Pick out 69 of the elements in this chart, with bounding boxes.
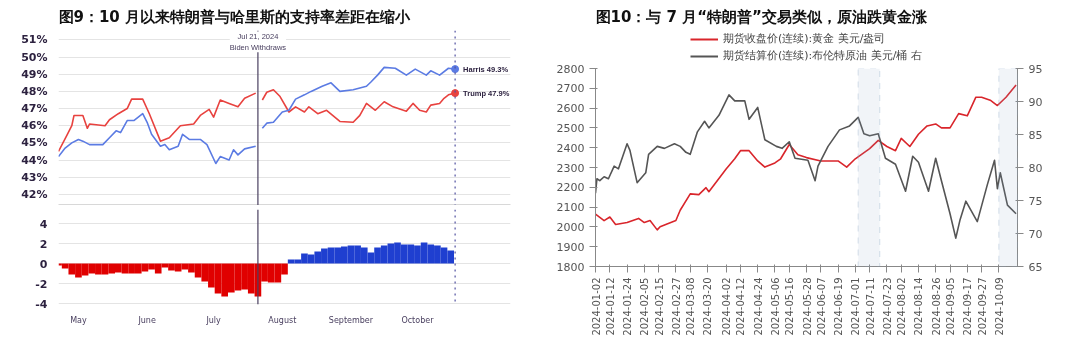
legend-label: 期货收盘价(连续):黄金 美元/盎司 bbox=[723, 31, 886, 46]
y-tick-label: 2800 bbox=[556, 62, 585, 76]
y-tick-label: 43% bbox=[21, 170, 48, 184]
y-tick-label: 2400 bbox=[556, 141, 585, 155]
y-tick-label: 2 bbox=[39, 237, 48, 251]
y-tick-label: 1800 bbox=[556, 260, 585, 274]
x-tick-label: 2024-01-24 bbox=[622, 277, 634, 336]
x-tick-label: 2024-04-24 bbox=[752, 277, 764, 336]
x-tick-label: 2024-02-05 bbox=[639, 277, 651, 336]
y-tick-label: 44% bbox=[21, 153, 48, 167]
y-tick-label: 50% bbox=[21, 50, 48, 64]
x-tick-label: 2024-02-27 bbox=[670, 277, 682, 336]
y-tick-label: 2100 bbox=[556, 201, 585, 215]
x-tick-label: 2024-09-27 bbox=[976, 277, 988, 336]
y2-tick-label: 80 bbox=[1028, 161, 1043, 175]
x-tick-label: 2024-02-15 bbox=[653, 277, 665, 336]
y-tick-label: 2600 bbox=[556, 102, 585, 116]
y-tick-label: 0 bbox=[39, 257, 48, 271]
y-tick-label: 48% bbox=[21, 84, 48, 98]
x-tick-label: September bbox=[328, 315, 374, 325]
chart-title: 图9：10 月以来特朗普与哈里斯的支持率差距在缩小 bbox=[58, 7, 412, 26]
y-tick-label: 1900 bbox=[556, 240, 585, 254]
y-tick-label: 2200 bbox=[556, 181, 585, 195]
x-tick-label: 2024-08-02 bbox=[896, 277, 908, 336]
x-tick-label: 2024-07-23 bbox=[881, 277, 893, 336]
x-tick-label: 2024-04-02 bbox=[721, 277, 733, 336]
y-tick-label: 42% bbox=[21, 187, 48, 201]
legend-label: 期货结算价(连续):布伦特原油 美元/桶 右 bbox=[723, 48, 922, 63]
x-tick-label: 2024-03-20 bbox=[702, 277, 714, 336]
x-tick-label: 2024-08-26 bbox=[930, 277, 942, 336]
y-tick-label: 2500 bbox=[556, 121, 585, 135]
x-tick-label: 2024-01-02 bbox=[590, 277, 602, 336]
x-tick-label: October bbox=[401, 315, 435, 325]
x-tick-label: 2024-07-01 bbox=[850, 277, 862, 336]
y-tick-label: 2700 bbox=[556, 82, 585, 96]
x-tick-label: 2024-06-07 bbox=[815, 277, 827, 336]
x-tick-label: August bbox=[268, 315, 297, 325]
x-tick-label: July bbox=[205, 315, 222, 325]
y-tick-label: 2000 bbox=[556, 220, 585, 234]
x-tick-label: 2024-09-17 bbox=[962, 277, 974, 336]
y-tick-label: 51% bbox=[21, 33, 48, 47]
x-tick-label: 2024-07-11 bbox=[864, 277, 876, 336]
y2-tick-label: 85 bbox=[1028, 128, 1043, 142]
y2-tick-label: 70 bbox=[1028, 227, 1043, 241]
x-tick-label: 2024-03-08 bbox=[685, 277, 697, 336]
y-tick-label: 47% bbox=[21, 102, 48, 116]
y-tick-label: 4 bbox=[39, 217, 48, 231]
x-tick-label: 2024-06-19 bbox=[833, 277, 845, 336]
x-tick-label: 2024-09-05 bbox=[945, 277, 957, 336]
y-tick-label: 2300 bbox=[556, 161, 585, 175]
x-tick-label: 2024-05-16 bbox=[784, 277, 796, 336]
x-tick-label: June bbox=[137, 315, 156, 325]
chart-title: 图10：与 7 月“特朗普”交易类似，原油跌黄金涨 bbox=[595, 7, 928, 26]
y-tick-label: 46% bbox=[21, 119, 48, 133]
y-tick-label: 49% bbox=[21, 67, 48, 81]
y2-tick-label: 75 bbox=[1028, 194, 1043, 208]
x-tick-label: 2024-01-12 bbox=[604, 277, 616, 336]
y-tick-label: -2 bbox=[35, 277, 48, 291]
x-tick-label: 2024-05-06 bbox=[769, 277, 781, 336]
y2-tick-label: 90 bbox=[1028, 95, 1043, 109]
x-tick-label: 2024-10-09 bbox=[993, 277, 1005, 336]
x-tick-label: May bbox=[70, 315, 87, 325]
y2-tick-label: 95 bbox=[1028, 62, 1043, 76]
x-tick-label: 2024-05-28 bbox=[801, 277, 813, 336]
y-tick-label: 45% bbox=[21, 136, 48, 150]
y-tick-label: -4 bbox=[35, 297, 48, 311]
y2-tick-label: 65 bbox=[1028, 260, 1043, 274]
x-tick-label: 2024-04-12 bbox=[735, 277, 747, 336]
x-tick-label: 2024-08-14 bbox=[913, 277, 925, 336]
